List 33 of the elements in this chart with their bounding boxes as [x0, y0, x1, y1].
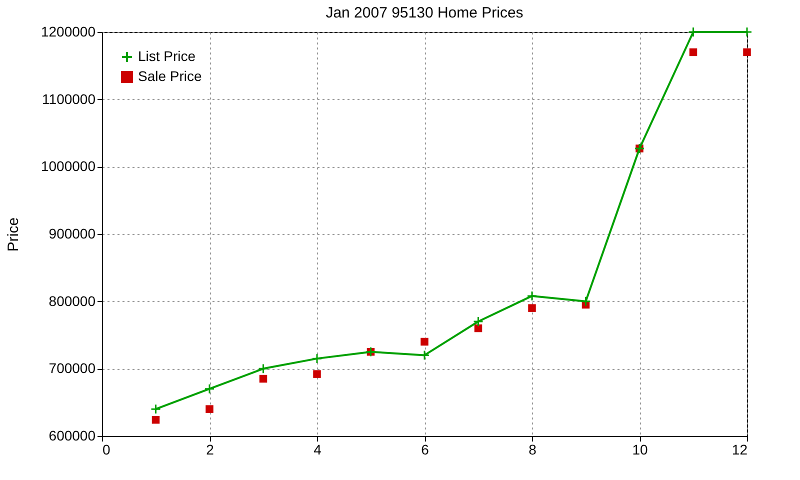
x-tick-label: 12 [732, 442, 748, 458]
x-tick-label: 10 [632, 442, 648, 458]
y-axis-title: Price [4, 217, 22, 252]
y-tick-label: 900000 [48, 226, 96, 242]
x-tick-label: 6 [421, 442, 430, 458]
chart-title: Jan 2007 95130 Home Prices [326, 4, 524, 22]
y-tick-label: 1000000 [40, 158, 96, 174]
point [313, 370, 321, 378]
point [473, 316, 484, 327]
point [258, 363, 268, 374]
y-tick-label: 700000 [48, 360, 96, 376]
x-tick-label: 0 [102, 442, 110, 458]
point [206, 405, 214, 413]
point [152, 416, 160, 424]
y-tick-label: 1100000 [42, 90, 96, 107]
legend-label: List Price [138, 48, 196, 64]
point [259, 374, 268, 383]
point [420, 338, 428, 346]
y-tick-label: 1200000 [40, 24, 96, 40]
point [312, 353, 322, 364]
point [150, 404, 161, 414]
x-tick-label: 2 [206, 442, 214, 458]
point [689, 48, 698, 56]
x-tick-label: 4 [314, 442, 322, 458]
legend-label: Sale Price [138, 68, 202, 84]
point [528, 304, 536, 312]
x-tick-label: 8 [528, 442, 537, 458]
point [474, 324, 482, 332]
point [743, 48, 751, 56]
y-tick-label: 600000 [48, 428, 96, 444]
point [204, 384, 215, 394]
y-tick-label: 800000 [48, 292, 96, 309]
point [526, 290, 538, 302]
